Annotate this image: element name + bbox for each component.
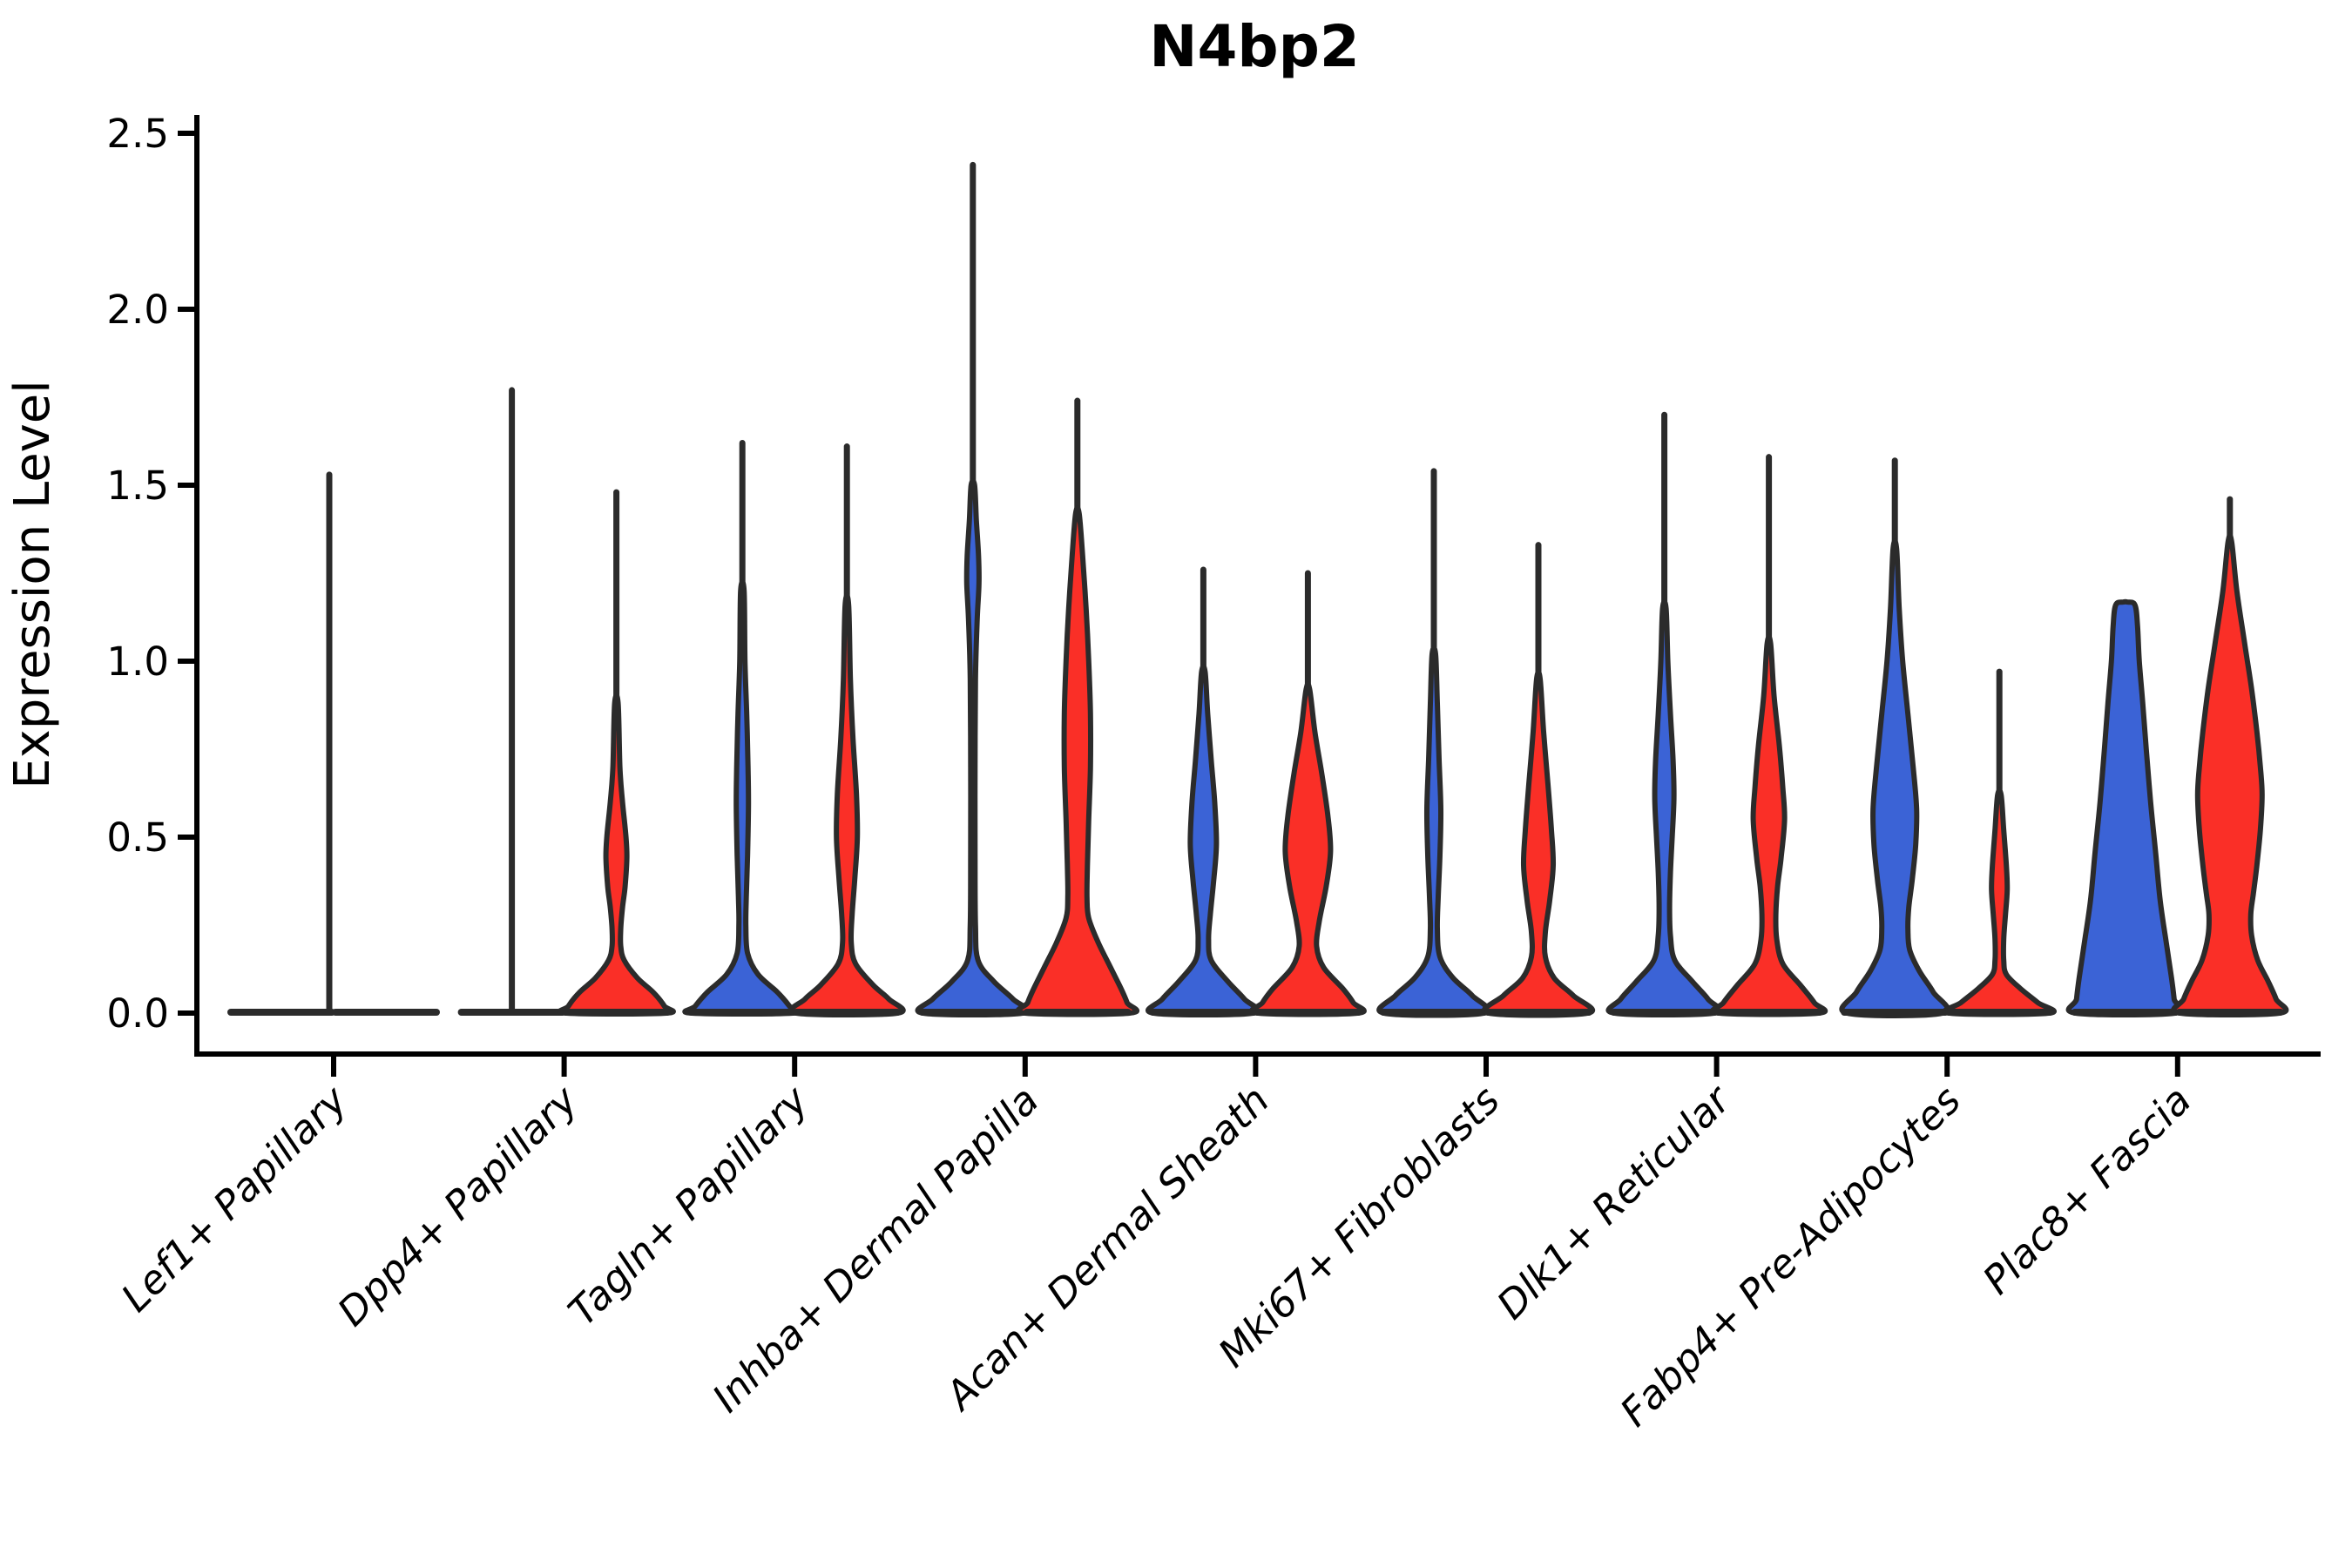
axis-spines bbox=[194, 115, 2321, 1057]
x-tick-label: Lef1+ Papillary bbox=[112, 1076, 357, 1321]
x-tick-label: Dlk1+ Reticular bbox=[1488, 1076, 1740, 1328]
violin-body-blue bbox=[1839, 538, 1951, 1018]
violin-body-red bbox=[2171, 532, 2289, 1018]
violin-body-red bbox=[1249, 681, 1367, 1017]
violin-body-red bbox=[787, 592, 906, 1018]
violin-body-blue bbox=[2065, 598, 2185, 1018]
violin-body-red bbox=[1481, 669, 1596, 1018]
chart-title: N4bp2 bbox=[1149, 13, 1360, 80]
violin-body-blue bbox=[915, 477, 1031, 1018]
violin-body-red bbox=[1015, 505, 1139, 1017]
y-tick-label: 2.5 bbox=[106, 111, 169, 157]
violin-body-blue bbox=[1605, 598, 1723, 1018]
violin-body-red bbox=[1942, 787, 2058, 1017]
x-tick-label: Plac8+ Fascia bbox=[1974, 1077, 2200, 1303]
y-tick-label: 1.5 bbox=[106, 463, 169, 509]
violin-body-red bbox=[1710, 634, 1828, 1017]
x-tick-label: Dpp4+ Papillary bbox=[328, 1076, 587, 1335]
y-tick-label: 0.5 bbox=[106, 814, 169, 861]
y-tick-label: 0.0 bbox=[106, 990, 169, 1037]
x-tick-label: Tagln+ Papillary bbox=[559, 1076, 818, 1335]
violin-body-blue bbox=[1145, 664, 1261, 1018]
y-axis-label: Expression Level bbox=[4, 380, 61, 789]
y-tick-label: 1.0 bbox=[106, 639, 169, 685]
violin-body-blue bbox=[1376, 645, 1491, 1018]
violin-body-blue bbox=[682, 579, 802, 1017]
violin-body-red bbox=[557, 693, 676, 1017]
y-tick-label: 2.0 bbox=[106, 287, 169, 333]
